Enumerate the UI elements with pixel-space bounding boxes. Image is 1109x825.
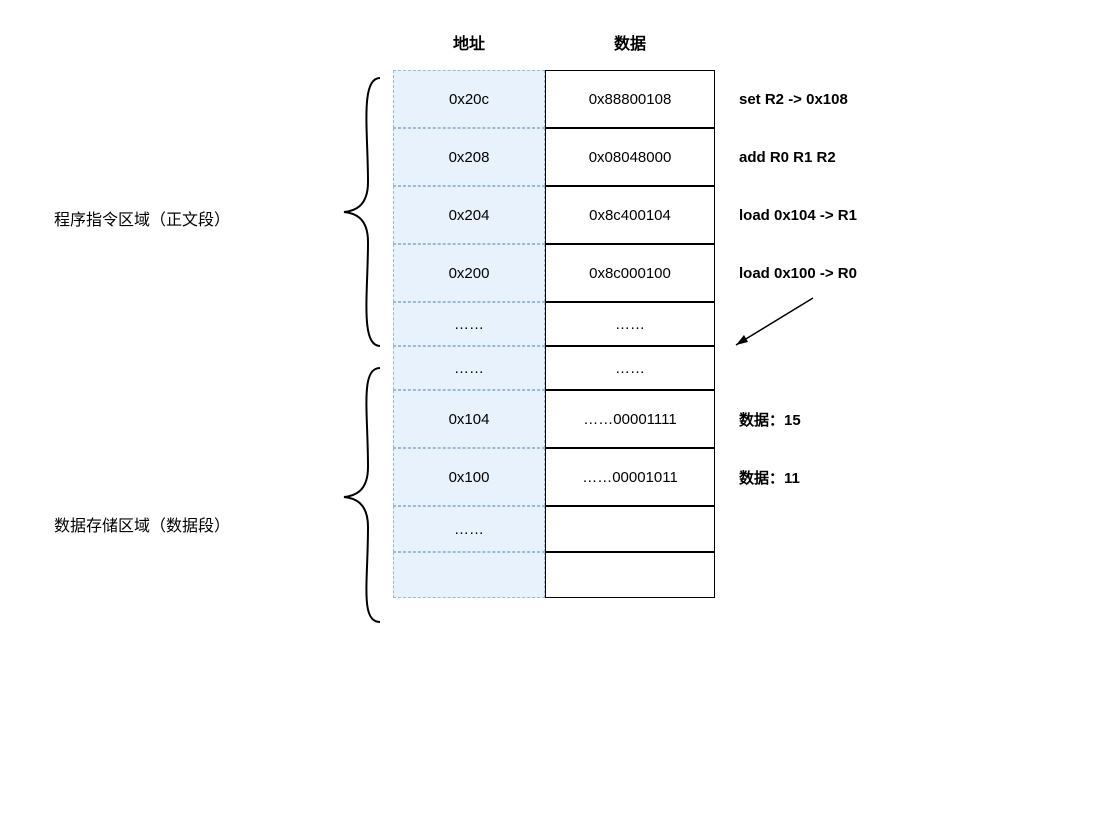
addr-cell: 0x204	[393, 186, 545, 244]
data-segment-label: 数据存储区域（数据段）	[54, 512, 230, 536]
data-cell: ……00001111	[545, 390, 715, 448]
data-cell: 0x8c000100	[545, 244, 715, 302]
data-cell: 0x88800108	[545, 70, 715, 128]
header-address: 地址	[393, 30, 545, 54]
addr-cell: 0x104	[393, 390, 545, 448]
table-row: 0x208 0x08048000 add R0 R1 R2	[393, 128, 925, 186]
text-segment-label: 程序指令区域（正文段）	[54, 206, 230, 230]
data-cell: ……00001011	[545, 448, 715, 506]
data-cell: 0x08048000	[545, 128, 715, 186]
header-data: 数据	[545, 30, 715, 54]
annotation	[715, 302, 925, 346]
annotation	[715, 552, 925, 598]
annotation: load 0x100 -> R0	[715, 244, 925, 302]
data-cell: ……	[545, 346, 715, 390]
table-row: 0x104 ……00001111 数据：15	[393, 390, 925, 448]
addr-cell: 0x200	[393, 244, 545, 302]
data-cell: ……	[545, 302, 715, 346]
table-row: …… ……	[393, 346, 925, 390]
addr-cell: 0x100	[393, 448, 545, 506]
brace-icon	[330, 72, 390, 352]
annotation	[715, 506, 925, 552]
data-cell	[545, 552, 715, 598]
table-row: 0x204 0x8c400104 load 0x104 -> R1	[393, 186, 925, 244]
annotation: 数据：15	[715, 390, 925, 448]
addr-cell: 0x208	[393, 128, 545, 186]
column-headers: 地址 数据	[393, 30, 715, 54]
annotation	[715, 346, 925, 390]
addr-cell: ……	[393, 506, 545, 552]
memory-table: 0x20c 0x88800108 set R2 -> 0x108 0x208 0…	[393, 70, 925, 598]
table-row: ……	[393, 506, 925, 552]
table-row	[393, 552, 925, 598]
addr-cell: 0x20c	[393, 70, 545, 128]
annotation: set R2 -> 0x108	[715, 70, 925, 128]
table-row: 0x100 ……00001011 数据：11	[393, 448, 925, 506]
memory-diagram: 地址 数据 0x20c 0x88800108 set R2 -> 0x108 0…	[0, 0, 1109, 825]
table-row: 0x20c 0x88800108 set R2 -> 0x108	[393, 70, 925, 128]
addr-cell	[393, 552, 545, 598]
data-cell	[545, 506, 715, 552]
table-row: …… ……	[393, 302, 925, 346]
brace-icon	[330, 362, 390, 632]
annotation: add R0 R1 R2	[715, 128, 925, 186]
addr-cell: ……	[393, 346, 545, 390]
table-row: 0x200 0x8c000100 load 0x100 -> R0	[393, 244, 925, 302]
addr-cell: ……	[393, 302, 545, 346]
annotation: load 0x104 -> R1	[715, 186, 925, 244]
data-cell: 0x8c400104	[545, 186, 715, 244]
annotation: 数据：11	[715, 448, 925, 506]
